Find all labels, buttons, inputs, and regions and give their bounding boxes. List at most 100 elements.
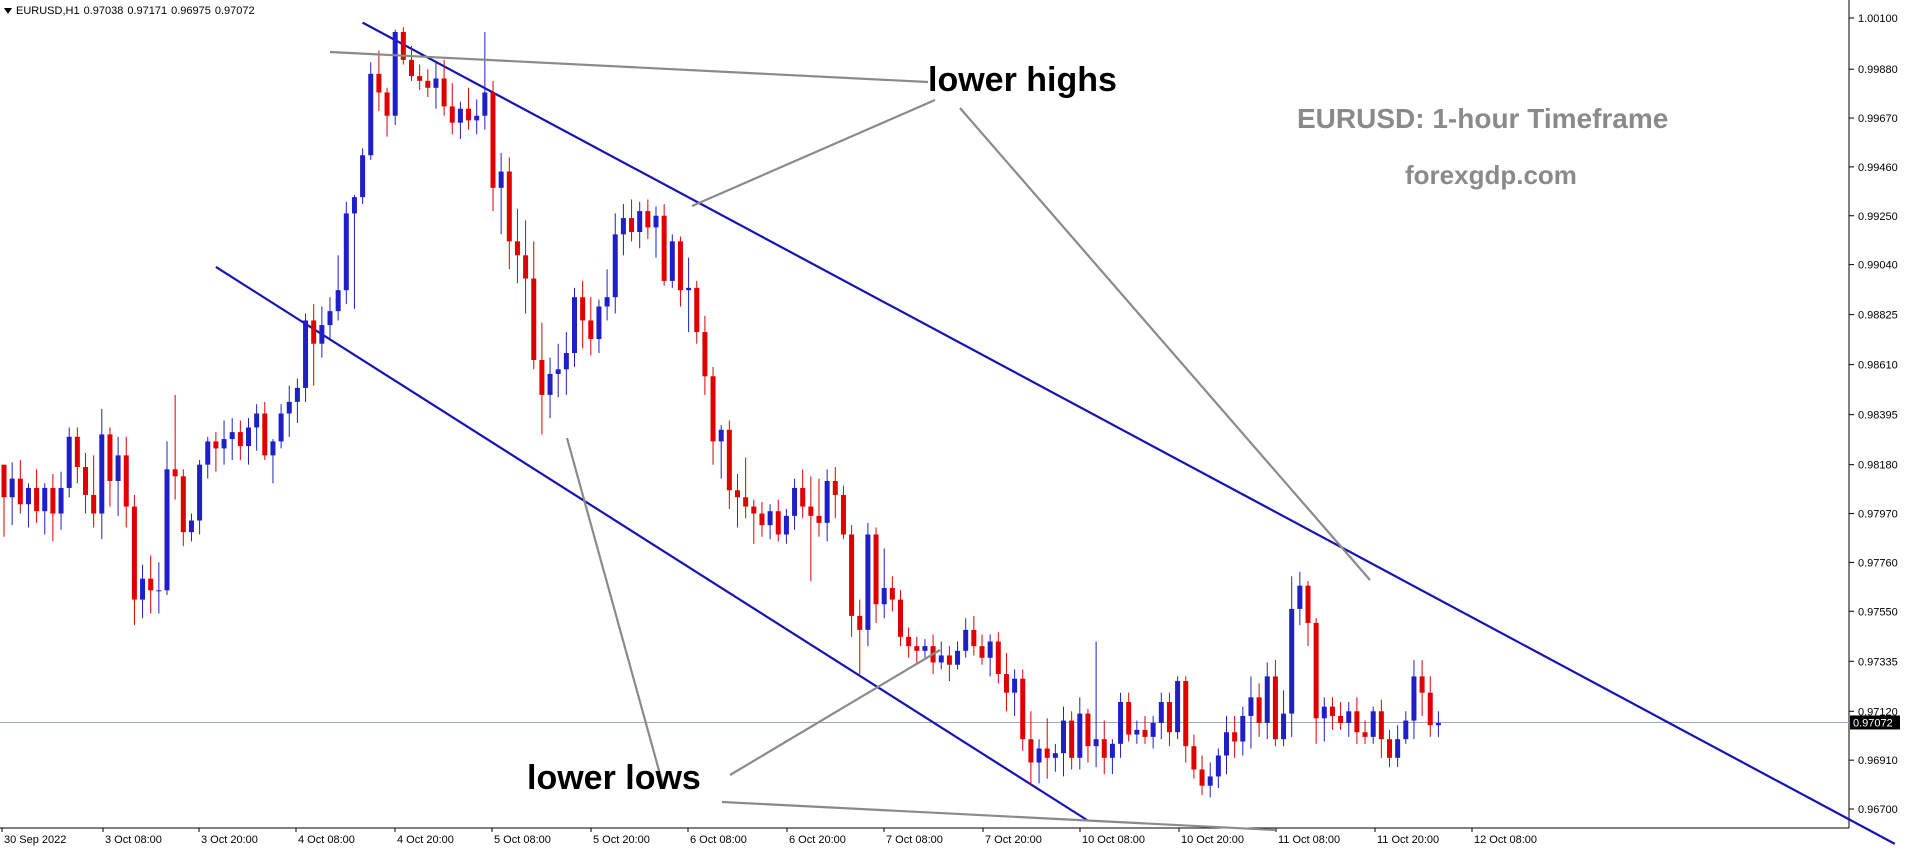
candle-body (457, 108, 463, 123)
candle-body (1069, 720, 1075, 758)
candle (221, 420, 227, 465)
candle-body (735, 490, 740, 498)
candle-body (702, 332, 708, 377)
candle-body (1281, 713, 1287, 740)
candle-body (531, 278, 537, 360)
candle (115, 436, 121, 516)
candle-body (1313, 622, 1319, 719)
candle-body (490, 92, 496, 188)
candle-body (58, 487, 64, 514)
x-tick-label: 10 Oct 08:00 (1082, 834, 1145, 846)
candle (531, 241, 537, 370)
candle (1362, 720, 1368, 744)
candle-body (237, 432, 243, 447)
y-tick-label: 0.96910 (1858, 755, 1898, 767)
candle-body (1109, 743, 1115, 758)
candle (677, 236, 683, 307)
candle-body (294, 387, 300, 402)
candle (588, 297, 594, 356)
candle (710, 366, 716, 465)
candle-body (1207, 776, 1213, 786)
candle-body (596, 306, 602, 340)
channel-lines[interactable] (215, 21, 1896, 845)
candle-body (555, 369, 561, 374)
candle-body (1427, 692, 1433, 726)
candle (246, 418, 251, 465)
candle (50, 473, 56, 542)
y-tick-label: 0.97120 (1858, 706, 1898, 718)
candle-body (34, 487, 40, 512)
candle-body (718, 429, 724, 442)
candle-body (873, 534, 879, 605)
x-tick-label: 11 Oct 20:00 (1377, 834, 1439, 846)
candle (645, 199, 651, 240)
dropdown-triangle-icon[interactable] (4, 8, 12, 15)
candle (58, 471, 64, 530)
candle (1248, 676, 1254, 749)
y-axis: 1.00100 0.99880 0.99670 0.99460 0.99250 0.990… (1849, 13, 1898, 816)
candle (1109, 739, 1115, 775)
candle-body (409, 59, 414, 77)
candle-body (319, 325, 325, 344)
candle (1272, 660, 1278, 747)
candle-body (1346, 711, 1352, 723)
candle-body (995, 641, 1001, 675)
candle (808, 476, 814, 582)
candle (156, 562, 162, 614)
candle-body (343, 213, 349, 291)
candle-body (254, 413, 260, 428)
y-tick-label: 0.97970 (1858, 509, 1898, 521)
candle (572, 287, 577, 367)
pointer-line (729, 649, 941, 776)
candle (629, 199, 635, 242)
candle-body (1150, 722, 1156, 737)
candle (474, 99, 480, 135)
candle (514, 208, 520, 284)
candle-body (9, 478, 15, 498)
candle (1085, 708, 1091, 763)
candle (1313, 618, 1319, 744)
candle (963, 618, 969, 658)
candle (335, 255, 341, 321)
candle (392, 29, 398, 126)
candle (751, 499, 757, 544)
candle-body (694, 287, 700, 333)
candle-body (588, 320, 594, 340)
candle-body (1289, 608, 1295, 714)
y-tick-label: 0.99460 (1858, 162, 1898, 174)
candle-body (881, 587, 887, 605)
candle-body (1411, 676, 1417, 721)
candle (376, 50, 382, 112)
candle-body (889, 587, 895, 600)
candle-body (99, 434, 105, 514)
candle (25, 483, 31, 528)
candle-body (1191, 746, 1197, 770)
candle (596, 299, 602, 354)
candle (1256, 683, 1262, 737)
candle (873, 527, 879, 623)
candle (1289, 576, 1295, 737)
candle-body (1419, 676, 1425, 693)
candle (384, 87, 390, 137)
candles (1, 27, 1441, 798)
candle-body (1435, 722, 1441, 726)
candle (1, 464, 7, 537)
candle-body (1134, 729, 1140, 735)
candle (1427, 676, 1433, 737)
candle (987, 634, 993, 677)
x-tick-label: 4 Oct 08:00 (298, 834, 355, 846)
candle-body (1224, 732, 1229, 756)
candle-body (107, 434, 113, 481)
candle (865, 522, 871, 647)
candle (107, 427, 113, 507)
candle-body (1077, 713, 1083, 758)
candle (425, 69, 431, 98)
candle-body (1101, 739, 1107, 758)
pointer-line (565, 437, 665, 786)
candle (433, 62, 439, 109)
candle (612, 213, 618, 314)
candle (620, 204, 626, 256)
candle (164, 441, 170, 595)
candle (1036, 739, 1042, 784)
